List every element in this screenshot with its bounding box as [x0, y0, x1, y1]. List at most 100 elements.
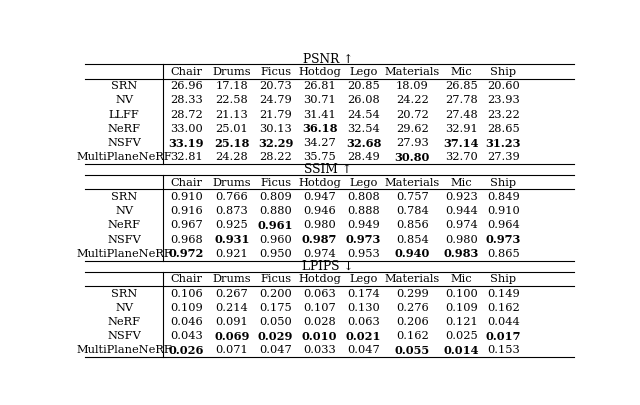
- Text: NV: NV: [115, 303, 133, 313]
- Text: 28.49: 28.49: [347, 152, 380, 162]
- Text: 0.107: 0.107: [303, 303, 336, 313]
- Text: Ficus: Ficus: [260, 178, 291, 188]
- Text: 0.055: 0.055: [395, 345, 430, 356]
- Text: 0.809: 0.809: [259, 192, 292, 202]
- Text: 0.931: 0.931: [214, 234, 250, 245]
- Text: 0.130: 0.130: [347, 303, 380, 313]
- Text: 0.162: 0.162: [487, 303, 520, 313]
- Text: 0.766: 0.766: [216, 192, 248, 202]
- Text: 26.81: 26.81: [303, 81, 336, 91]
- Text: 0.021: 0.021: [346, 331, 381, 342]
- Text: 0.873: 0.873: [216, 206, 248, 216]
- Text: Hotdog: Hotdog: [298, 178, 341, 188]
- Text: 0.071: 0.071: [216, 345, 248, 356]
- Text: 0.100: 0.100: [445, 288, 477, 298]
- Text: 32.81: 32.81: [170, 152, 202, 162]
- Text: 32.29: 32.29: [258, 138, 293, 149]
- Text: 0.153: 0.153: [487, 345, 520, 356]
- Text: 22.58: 22.58: [216, 95, 248, 105]
- Text: 0.091: 0.091: [216, 317, 248, 327]
- Text: 32.68: 32.68: [346, 138, 381, 149]
- Text: 0.968: 0.968: [170, 234, 202, 245]
- Text: 32.70: 32.70: [445, 152, 477, 162]
- Text: 0.026: 0.026: [168, 345, 204, 356]
- Text: 34.27: 34.27: [303, 138, 336, 148]
- Text: 0.961: 0.961: [258, 220, 293, 231]
- Text: 30.13: 30.13: [259, 124, 292, 134]
- Text: 0.106: 0.106: [170, 288, 202, 298]
- Text: Lego: Lego: [349, 274, 378, 284]
- Text: 0.047: 0.047: [259, 345, 292, 356]
- Text: 0.947: 0.947: [303, 192, 336, 202]
- Text: Materials: Materials: [385, 67, 440, 77]
- Text: 28.65: 28.65: [487, 124, 520, 134]
- Text: 0.849: 0.849: [487, 192, 520, 202]
- Text: 0.109: 0.109: [170, 303, 202, 313]
- Text: 27.39: 27.39: [487, 152, 520, 162]
- Text: 0.973: 0.973: [486, 234, 521, 245]
- Text: 0.267: 0.267: [216, 288, 248, 298]
- Text: 0.854: 0.854: [396, 234, 429, 245]
- Text: 24.79: 24.79: [259, 95, 292, 105]
- Text: 32.54: 32.54: [347, 124, 380, 134]
- Text: Hotdog: Hotdog: [298, 274, 341, 284]
- Text: Ficus: Ficus: [260, 67, 291, 77]
- Text: 0.784: 0.784: [396, 206, 429, 216]
- Text: 0.063: 0.063: [347, 317, 380, 327]
- Text: 0.953: 0.953: [347, 249, 380, 259]
- Text: Ship: Ship: [490, 67, 516, 77]
- Text: 0.175: 0.175: [259, 303, 292, 313]
- Text: 0.206: 0.206: [396, 317, 429, 327]
- Text: 0.946: 0.946: [303, 206, 336, 216]
- Text: 0.174: 0.174: [347, 288, 380, 298]
- Text: 0.757: 0.757: [396, 192, 429, 202]
- Text: 0.950: 0.950: [259, 249, 292, 259]
- Text: 28.72: 28.72: [170, 109, 202, 119]
- Text: Mic: Mic: [451, 274, 472, 284]
- Text: Mic: Mic: [451, 178, 472, 188]
- Text: LLFF: LLFF: [109, 109, 140, 119]
- Text: 25.18: 25.18: [214, 138, 250, 149]
- Text: 0.276: 0.276: [396, 303, 429, 313]
- Text: Materials: Materials: [385, 274, 440, 284]
- Text: Chair: Chair: [170, 178, 202, 188]
- Text: 0.162: 0.162: [396, 331, 429, 341]
- Text: 0.949: 0.949: [347, 220, 380, 230]
- Text: 0.910: 0.910: [170, 192, 202, 202]
- Text: 0.921: 0.921: [216, 249, 248, 259]
- Text: 23.22: 23.22: [487, 109, 520, 119]
- Text: NeRF: NeRF: [108, 124, 141, 134]
- Text: NV: NV: [115, 206, 133, 216]
- Text: 33.19: 33.19: [168, 138, 204, 149]
- Text: 21.79: 21.79: [259, 109, 292, 119]
- Text: 31.41: 31.41: [303, 109, 336, 119]
- Text: 26.85: 26.85: [445, 81, 477, 91]
- Text: 0.149: 0.149: [487, 288, 520, 298]
- Text: 0.028: 0.028: [303, 317, 336, 327]
- Text: 23.93: 23.93: [487, 95, 520, 105]
- Text: 0.044: 0.044: [487, 317, 520, 327]
- Text: 0.940: 0.940: [395, 248, 430, 259]
- Text: Chair: Chair: [170, 274, 202, 284]
- Text: 28.22: 28.22: [259, 152, 292, 162]
- Text: 0.808: 0.808: [347, 192, 380, 202]
- Text: Drums: Drums: [212, 274, 251, 284]
- Text: MultiPlaneNeRF: MultiPlaneNeRF: [76, 152, 172, 162]
- Text: NeRF: NeRF: [108, 317, 141, 327]
- Text: 0.880: 0.880: [259, 206, 292, 216]
- Text: SSIM ↑: SSIM ↑: [304, 163, 352, 177]
- Text: 0.974: 0.974: [303, 249, 336, 259]
- Text: 0.121: 0.121: [445, 317, 477, 327]
- Text: 0.047: 0.047: [347, 345, 380, 356]
- Text: 0.299: 0.299: [396, 288, 429, 298]
- Text: 0.200: 0.200: [259, 288, 292, 298]
- Text: 30.71: 30.71: [303, 95, 336, 105]
- Text: Drums: Drums: [212, 67, 251, 77]
- Text: 0.865: 0.865: [487, 249, 520, 259]
- Text: 0.014: 0.014: [444, 345, 479, 356]
- Text: 0.964: 0.964: [487, 220, 520, 230]
- Text: 0.967: 0.967: [170, 220, 202, 230]
- Text: MultiPlaneNeRF: MultiPlaneNeRF: [76, 249, 172, 259]
- Text: 0.010: 0.010: [302, 331, 337, 342]
- Text: 27.78: 27.78: [445, 95, 477, 105]
